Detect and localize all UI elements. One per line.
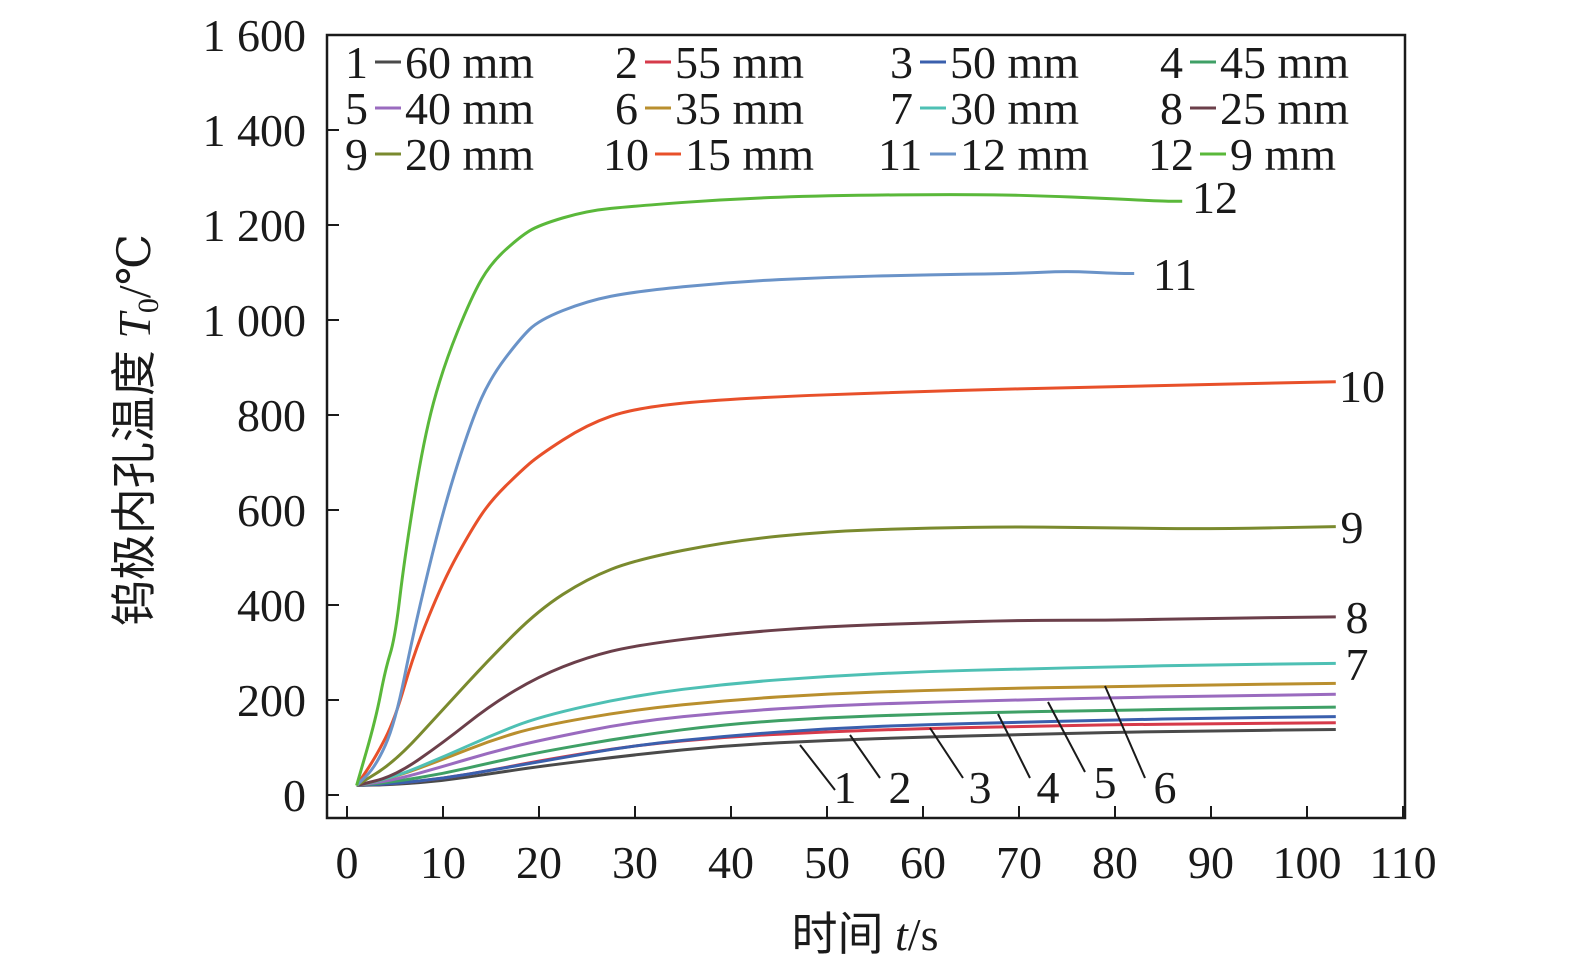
y-tick-label: 0 [283,770,306,821]
curve-leader-line [929,727,964,779]
y-tick-label: 1 000 [203,295,307,346]
legend-label: 55 mm [675,37,804,88]
x-tick-label: 110 [1369,837,1436,888]
legend-number: 12 [1148,129,1194,180]
series-line-12 [355,193,1183,786]
curve-leader-line [1047,701,1086,773]
curve-label: 4 [1037,762,1060,813]
curve-label: 3 [969,762,992,813]
x-tick-label: 60 [900,837,946,888]
x-axis-label: 时间 t/s [792,909,939,960]
y-tick-label: 800 [237,390,306,441]
curve-label: 10 [1339,361,1385,412]
x-tick-label: 10 [420,837,466,888]
series-line-1 [356,727,1336,787]
legend-number: 7 [890,83,913,134]
series-line-3 [356,715,1336,787]
y-tick-label: 1 400 [203,105,307,156]
legend-number: 3 [890,37,913,88]
x-tick-label: 90 [1188,837,1234,888]
curve-label: 6 [1154,762,1177,813]
y-tick-label: 400 [237,580,306,631]
curve-leader-line [799,744,836,791]
curve-label: 9 [1341,502,1364,553]
legend-number: 4 [1160,37,1183,88]
legend-label: 50 mm [950,37,1079,88]
legend-label: 35 mm [675,83,804,134]
curve-leader-line [1104,685,1146,779]
series-line-4 [356,705,1336,787]
curve-label: 7 [1346,639,1369,690]
curve-label: 12 [1192,172,1238,223]
curve-label: 11 [1153,249,1197,300]
x-tick-label: 0 [336,837,359,888]
legend-label: 25 mm [1220,83,1349,134]
series-line-9 [355,525,1336,787]
legend-label: 15 mm [685,129,814,180]
legend-number: 1 [345,37,368,88]
series-line-6 [356,681,1336,787]
legend-number: 6 [615,83,638,134]
series-line-7 [356,661,1336,787]
y-tick-label: 200 [237,675,306,726]
x-tick-label: 50 [804,837,850,888]
legend-label: 45 mm [1220,37,1349,88]
legend-number: 10 [603,129,649,180]
x-tick-label: 80 [1092,837,1138,888]
curve-label: 5 [1094,757,1117,808]
legend-number: 8 [1160,83,1183,134]
y-axis-label: 钨极内孔温度 T0/℃ [109,234,165,626]
legend-label: 40 mm [405,83,534,134]
legend-label: 12 mm [960,129,1089,180]
curve-leader-line [997,713,1031,779]
legend-number: 9 [345,129,368,180]
legend-label: 9 mm [1230,129,1336,180]
series-line-11 [355,270,1135,787]
x-tick-label: 70 [996,837,1042,888]
x-tick-label: 100 [1273,837,1342,888]
x-tick-label: 30 [612,837,658,888]
legend-label: 20 mm [405,129,534,180]
legend-number: 11 [878,129,922,180]
curve-label: 8 [1346,592,1369,643]
y-tick-label: 1 600 [203,10,307,61]
curve-label: 1 [834,762,857,813]
series-line-8 [356,615,1336,787]
legend-number: 2 [615,37,638,88]
curve-label: 2 [889,762,912,813]
series-line-5 [356,692,1336,787]
curve-leader-line [849,734,881,779]
plot-frame [325,33,1407,820]
legend-number: 5 [345,83,368,134]
legend-label: 60 mm [405,37,534,88]
y-tick-label: 1 200 [203,200,307,251]
legend-label: 30 mm [950,83,1079,134]
y-tick-label: 600 [237,485,306,536]
x-tick-label: 20 [516,837,562,888]
x-tick-label: 40 [708,837,754,888]
